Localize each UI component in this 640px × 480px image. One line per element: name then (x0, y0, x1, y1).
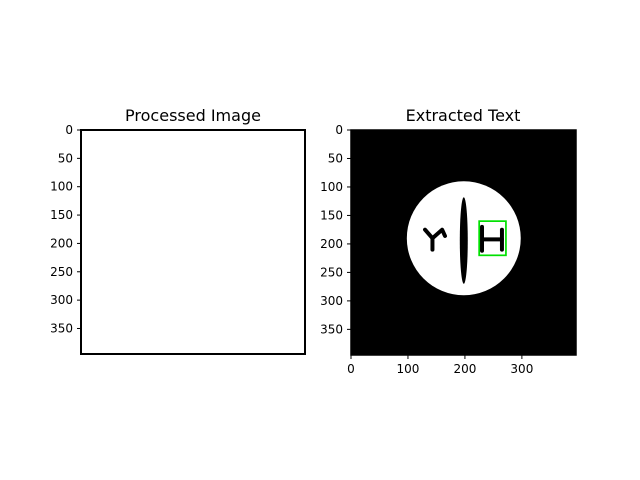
extracted-image-frame (350, 129, 577, 356)
y-tick-label: 50 (328, 151, 343, 165)
y-tick-label: 300 (50, 293, 73, 307)
processed-image-title: Processed Image (125, 106, 261, 125)
extracted-text-image (351, 130, 576, 355)
y-tick-label: 50 (58, 151, 73, 165)
vertical-bar-glyph (459, 197, 468, 284)
y-tick-label: 300 (320, 294, 343, 308)
processed-image (81, 130, 305, 354)
y-tick-label: 250 (320, 265, 343, 279)
y-tick-label: 100 (50, 180, 73, 194)
x-tick-label: 300 (510, 362, 533, 376)
y-tick-label: 0 (335, 123, 343, 137)
y-tick-label: 350 (50, 321, 73, 335)
y-tick-label: 350 (320, 322, 343, 336)
y-tick-label: 150 (320, 208, 343, 222)
extracted-text-title: Extracted Text (406, 106, 521, 125)
y-tick-label: 200 (50, 236, 73, 250)
y-tick-label: 150 (50, 208, 73, 222)
y-tick-label: 250 (50, 265, 73, 279)
glyph-y-right-stroke (430, 227, 447, 241)
y-tick-label: 200 (320, 237, 343, 251)
detection-box (478, 220, 507, 257)
y-tick-label: 100 (320, 180, 343, 194)
x-tick-label: 100 (397, 362, 420, 376)
y-tick-label: 0 (65, 123, 73, 137)
x-tick-label: 200 (453, 362, 476, 376)
processed-image-panel: Processed Image 0 50 100 150 200 250 300 350 (50, 106, 306, 355)
processed-image-frame (80, 129, 306, 355)
extracted-glyphs (423, 197, 504, 284)
x-tick-label: 0 (347, 362, 355, 376)
extracted-text-panel: Extracted Text 0 50 100 150 200 250 300 350 0 100… (320, 106, 577, 376)
